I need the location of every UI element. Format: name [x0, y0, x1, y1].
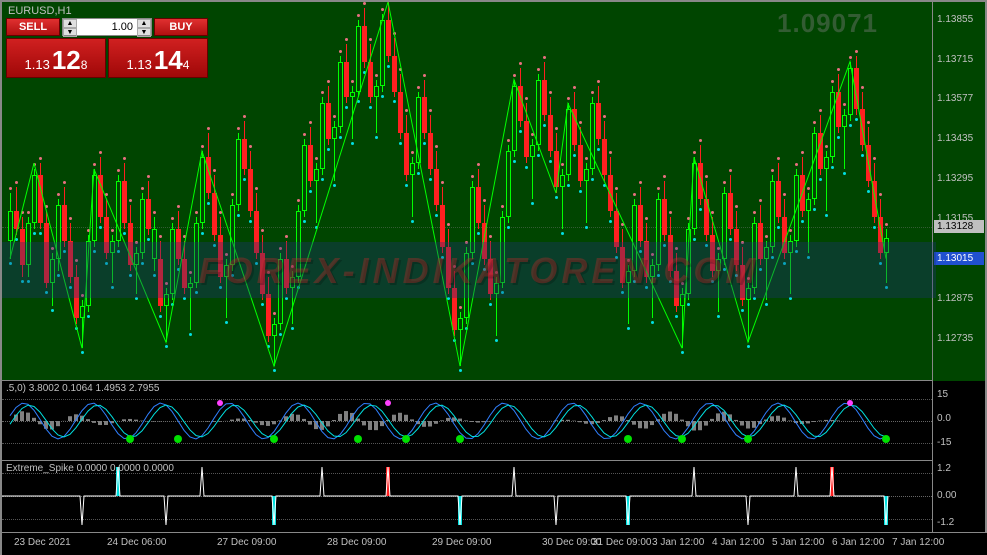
- spin-up-icon[interactable]: ▲: [63, 19, 77, 28]
- volume-spinner[interactable]: ▲▼: [63, 19, 77, 35]
- indicator-2-panel[interactable]: Extreme_Spike 0.0000 0.0000 0.0000: [2, 461, 936, 532]
- price-tick: 1.13855: [937, 14, 973, 25]
- price-tick: 1.13295: [937, 173, 973, 184]
- price-tick: 1.13577: [937, 93, 973, 104]
- buy-button[interactable]: BUY: [154, 18, 208, 36]
- volume-input[interactable]: 1.00: [77, 19, 137, 35]
- time-tick: 23 Dec 2021: [14, 537, 71, 548]
- ind1-tick: 15: [937, 389, 948, 400]
- main-chart-panel[interactable]: EURUSD,H1 1.09071 FOREX-INDIKATOREN.COM …: [2, 2, 936, 381]
- time-tick: 7 Jan 12:00: [892, 537, 944, 548]
- time-tick: 31 Dec 09:00: [592, 537, 652, 548]
- time-tick: 3 Jan 12:00: [652, 537, 704, 548]
- indicator-2-axis: 1.2 0.00 -1.2: [932, 461, 985, 532]
- volume-spinner-2[interactable]: ▲▼: [137, 19, 151, 35]
- indicator-1-label: .5,0) 3.8002 0.1064 1.4953 2.7955: [6, 383, 159, 394]
- price-tick: 1.12735: [937, 333, 973, 344]
- spin-down-icon[interactable]: ▼: [137, 28, 151, 37]
- time-tick: 6 Jan 12:00: [832, 537, 884, 548]
- time-tick: 27 Dec 09:00: [217, 537, 277, 548]
- ind2-tick: 1.2: [937, 463, 951, 474]
- indicator-2-label: Extreme_Spike 0.0000 0.0000 0.0000: [6, 463, 174, 474]
- spin-up-icon[interactable]: ▲: [137, 19, 151, 28]
- price-marker-current: 1.13128: [934, 220, 984, 233]
- price-marker-level: 1.13015: [934, 252, 984, 265]
- price-tick: 1.12875: [937, 293, 973, 304]
- volume-box: ▲▼ 1.00 ▲▼: [62, 18, 152, 36]
- time-tick: 24 Dec 06:00: [107, 537, 167, 548]
- spin-down-icon[interactable]: ▼: [63, 28, 77, 37]
- sell-price[interactable]: 1.13 12 8: [6, 38, 106, 78]
- buy-price[interactable]: 1.13 14 4: [108, 38, 208, 78]
- time-tick: 5 Jan 12:00: [772, 537, 824, 548]
- trading-app: EURUSD,H1 1.09071 FOREX-INDIKATOREN.COM …: [0, 0, 987, 555]
- time-axis: 23 Dec 2021 24 Dec 06:00 27 Dec 09:00 28 De…: [2, 532, 987, 555]
- ind1-tick: 0.0: [937, 413, 951, 424]
- time-tick: 29 Dec 09:00: [432, 537, 492, 548]
- price-tick: 1.13435: [937, 133, 973, 144]
- time-tick: 28 Dec 09:00: [327, 537, 387, 548]
- symbol-label: EURUSD,H1: [8, 5, 72, 17]
- watermark-band: [2, 242, 936, 298]
- ind2-tick: -1.2: [937, 517, 954, 528]
- ind2-tick: 0.00: [937, 490, 956, 501]
- indicator-1-axis: 15 0.0 -15: [932, 381, 985, 461]
- price-axis: 1.13855 1.13715 1.13577 1.13435 1.13295 1.131…: [932, 2, 985, 381]
- price-tick: 1.13715: [937, 54, 973, 65]
- ind1-tick: -15: [937, 437, 951, 448]
- sell-button[interactable]: SELL: [6, 18, 60, 36]
- indicator-1-panel[interactable]: .5,0) 3.8002 0.1064 1.4953 2.7955: [2, 381, 936, 461]
- time-tick: 4 Jan 12:00: [712, 537, 764, 548]
- trade-panel: SELL ▲▼ 1.00 ▲▼ BUY 1.13 12 8 1.13 14 4: [6, 18, 208, 78]
